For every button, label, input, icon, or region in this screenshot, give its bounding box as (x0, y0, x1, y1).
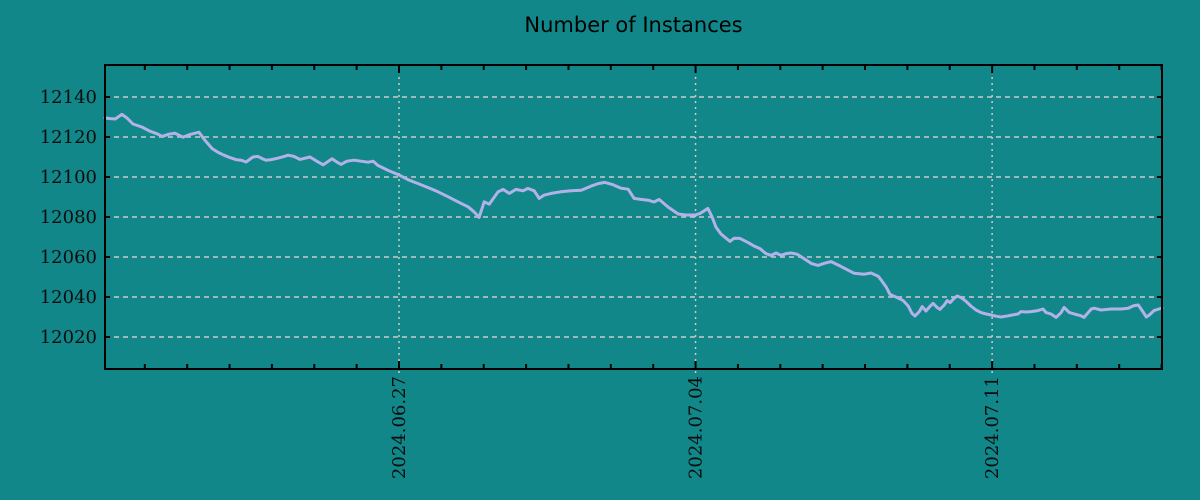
y-axis-label: 12040 (40, 287, 97, 308)
data-line (103, 112, 1164, 319)
y-axis-label: 12060 (40, 247, 97, 268)
y-axis-label: 12120 (40, 127, 97, 148)
x-axis-label: 2024.06.27 (389, 376, 410, 479)
y-axis-label: 12020 (40, 327, 97, 348)
y-axis-label: 12080 (40, 207, 97, 228)
plot-border (104, 64, 1163, 370)
chart-title: Number of Instances (524, 13, 743, 37)
x-axis-label: 2024.07.04 (686, 376, 707, 479)
y-axis-label: 12140 (40, 87, 97, 108)
x-axis-label: 2024.07.11 (982, 376, 1003, 479)
y-axis-label: 12100 (40, 167, 97, 188)
